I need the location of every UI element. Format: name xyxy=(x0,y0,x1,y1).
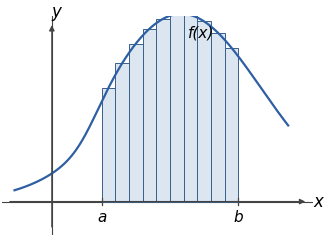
Bar xyxy=(156,19,170,202)
Text: a: a xyxy=(97,210,106,225)
Bar xyxy=(129,44,143,202)
Bar xyxy=(170,14,184,202)
Text: x: x xyxy=(313,193,323,211)
Bar xyxy=(225,48,239,202)
Bar xyxy=(197,22,211,202)
Text: b: b xyxy=(234,210,243,225)
Text: y: y xyxy=(51,3,61,21)
Bar xyxy=(115,63,129,202)
Text: f(x): f(x) xyxy=(188,25,214,40)
Bar xyxy=(143,29,156,202)
Bar xyxy=(211,33,225,202)
Bar xyxy=(184,15,197,202)
Bar xyxy=(102,88,115,202)
